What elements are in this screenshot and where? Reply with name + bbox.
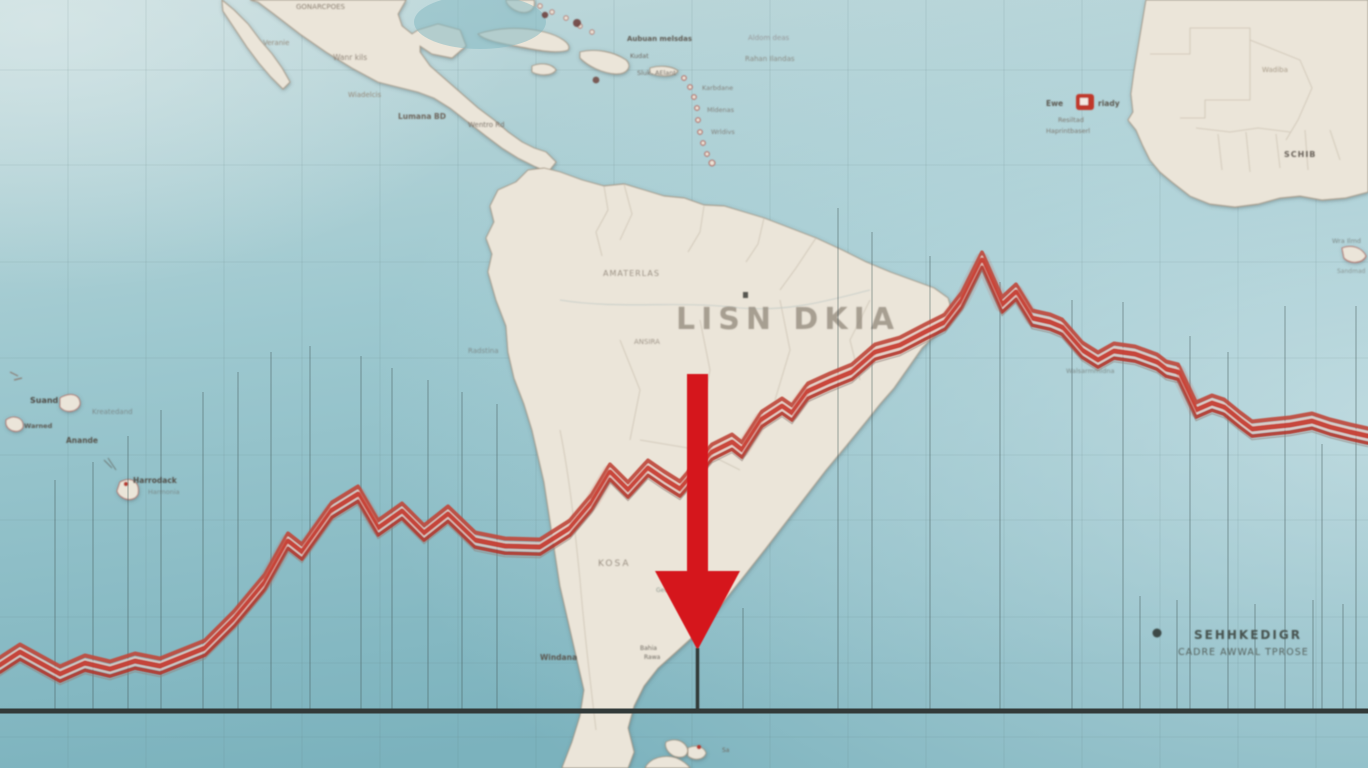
map-label: Wentro Rd (468, 121, 505, 129)
map-label: Rawa (644, 654, 661, 661)
map-label: Kudat (630, 52, 649, 60)
map-label: Veranie (263, 39, 289, 47)
legend-line-2: CADRE AWWAL TPROSE (1178, 647, 1309, 658)
map-internal-borders (559, 27, 1341, 731)
down-arrow-icon (655, 374, 740, 650)
map-label: Sandmad (1337, 268, 1366, 275)
legend: SEHHKEDIGR CADRE AWWAL TPROSE (1152, 628, 1309, 658)
map-label: Wiadelcis (348, 91, 381, 99)
gulf-of-mexico-water (414, 0, 546, 49)
map-label: Wanr kils (333, 53, 367, 62)
landmass-galapagos-1 (59, 394, 81, 412)
map-markers (9, 3, 1094, 749)
small-dark-square-marker (743, 292, 748, 298)
map-label: Rahan Ilandas (745, 55, 795, 63)
map-label: Walsarmmidna (1066, 367, 1114, 375)
map-label: Kreatedand (92, 408, 133, 416)
map-label: KOSA (598, 559, 631, 569)
map-label: Ewe (1046, 99, 1063, 108)
map-landmasses (5, 0, 1368, 768)
landmass-west-africa (1127, 0, 1368, 208)
landmass-puerto-rico (649, 65, 679, 77)
trend-line-band (0, 250, 1368, 686)
chart-vertical-gridlines (54, 208, 1357, 711)
map-label: Mldenas (707, 106, 735, 114)
map-label: Resiltad (1058, 116, 1084, 124)
map-label: LISN DKIA (676, 302, 900, 337)
legend-bullet-icon (1152, 628, 1162, 638)
map-label: Anande (66, 436, 98, 445)
trend-strand (0, 269, 1368, 686)
landmass-gulf-guinea-island (1341, 245, 1367, 263)
landmass-south-america (485, 167, 953, 768)
map-label: Sa (722, 747, 730, 754)
map-label: Warned (24, 422, 53, 430)
map-label: Windana (540, 653, 577, 662)
map-label: Aldom deas (748, 34, 790, 42)
map-labels: GONARCPOES Veranie Wanr kils Wiadelcis Luman… (24, 3, 1366, 754)
map-label: Harmonia (148, 488, 180, 496)
map-label: Sluk. AElant (637, 69, 676, 77)
map-label: Suand (30, 396, 59, 405)
landmass-tierra-del-fuego (644, 756, 691, 768)
map-label: GONARCPOES (296, 3, 346, 11)
landmass-baja-california (221, 0, 291, 90)
trend-strand (0, 257, 1368, 677)
map-label: Lumana BD (398, 112, 446, 121)
falkland-red-dot (697, 745, 701, 749)
map-label: AMATERLAS (603, 269, 660, 278)
map-label: Wra Ilmd (1332, 237, 1361, 245)
map-label: Radstina (468, 347, 499, 355)
landmass-jamaica (531, 63, 557, 76)
trend-strand (0, 265, 1368, 683)
map-label: Wrldivs (711, 128, 735, 136)
map-label: SCHIB (1284, 150, 1316, 159)
landmass-island-left-3 (116, 479, 139, 500)
lesser-antilles-dots (681, 75, 716, 167)
scratch-marks (103, 457, 117, 471)
tiny-islet-specks (9, 371, 23, 381)
map-label: ANSIRA (634, 338, 660, 346)
map-label: riady (1098, 99, 1120, 108)
landmass-galapagos-2 (5, 416, 24, 432)
legend-line-1: SEHHKEDIGR (1194, 628, 1302, 642)
down-arrow-annotation (655, 374, 740, 711)
map-label: Haprintbaserl (1046, 127, 1090, 135)
landmass-falkland-east (687, 745, 707, 760)
cape-verde-marker (1076, 94, 1094, 110)
landmass-hispaniola (579, 49, 630, 75)
landmass-falkland-islands (665, 739, 689, 758)
map-label: Karbdane (702, 84, 733, 92)
trend-strand (0, 250, 1368, 669)
map-label: Aubuan melsdas (627, 35, 692, 43)
map-label: Wadiba (1262, 66, 1288, 74)
island-red-dot (124, 482, 128, 486)
map-label: Harrodack (133, 476, 178, 485)
map-label: Bahia (640, 645, 657, 652)
